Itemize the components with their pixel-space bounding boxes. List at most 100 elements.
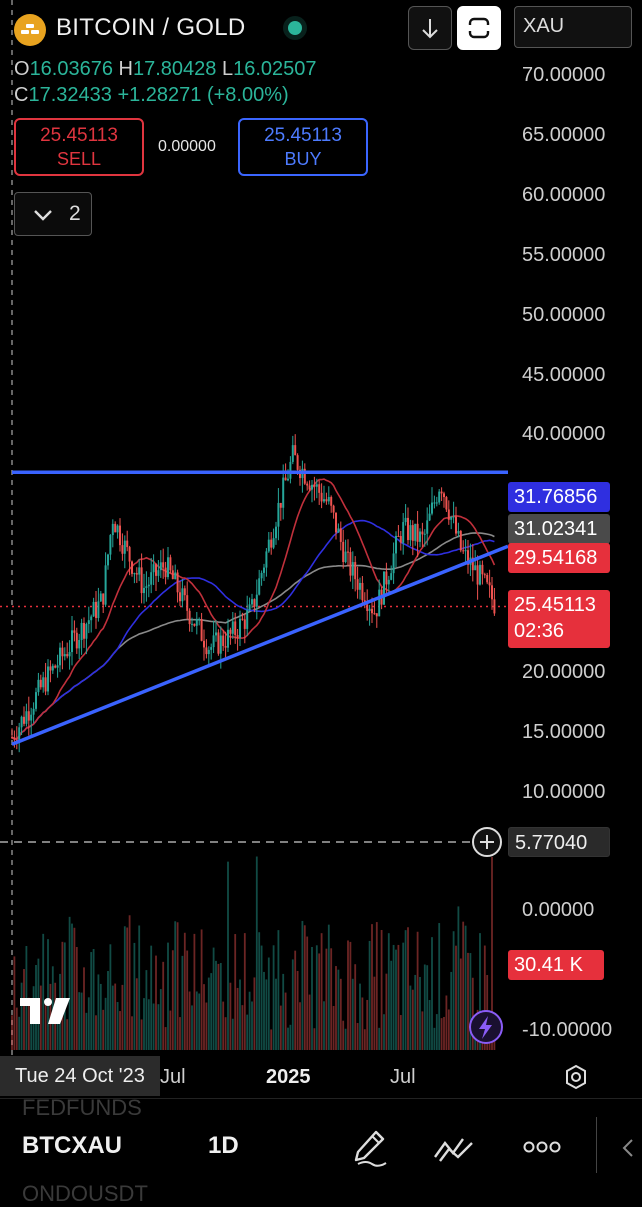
volume-bar — [78, 992, 81, 1050]
sell-button[interactable]: 25.45113 SELL — [14, 118, 144, 176]
volume-bar — [123, 926, 126, 1050]
candle-body — [443, 493, 445, 498]
tradingview-logo-icon[interactable] — [20, 996, 76, 1028]
candle-body — [49, 666, 52, 671]
candle-body — [445, 497, 448, 510]
fullscreen-button[interactable] — [457, 6, 501, 50]
candle-body — [279, 502, 282, 508]
candle-body — [37, 679, 40, 693]
chevron-down-icon — [34, 210, 52, 221]
timeframe-selector[interactable]: 1D — [208, 1132, 239, 1159]
indicators-chart-icon[interactable] — [432, 1133, 476, 1163]
candle-body — [126, 540, 129, 548]
candle-body — [476, 565, 479, 585]
candle-body — [207, 649, 210, 655]
candle-body — [167, 557, 169, 578]
candle-body — [375, 613, 378, 617]
volume-bar — [330, 948, 333, 1050]
volume-bar — [337, 969, 340, 1050]
volume-bar — [325, 948, 328, 1050]
volume-bar — [200, 929, 203, 1050]
candle-body — [234, 621, 237, 636]
volume-tick: -10.00000 — [522, 1019, 613, 1041]
volume-bar — [438, 923, 441, 1050]
candle-body — [183, 588, 186, 596]
candle-body — [416, 523, 419, 542]
candle-body — [383, 571, 385, 605]
candle-body — [373, 613, 376, 615]
candle-body — [339, 528, 342, 542]
volume-bar — [287, 1027, 289, 1050]
lightning-button[interactable] — [469, 1010, 503, 1044]
candle-body — [128, 547, 131, 562]
candle-body — [315, 484, 318, 487]
candle-body — [349, 552, 352, 576]
sell-label: SELL — [56, 149, 102, 169]
chevron-left-icon[interactable] — [618, 1137, 638, 1159]
indicators-toggle-button[interactable]: 2 — [14, 192, 92, 236]
candle-body — [399, 536, 402, 543]
candle-body — [258, 578, 261, 595]
candle-body — [464, 550, 467, 552]
volume-bar — [390, 960, 393, 1050]
volume-bar — [342, 1020, 345, 1050]
volume-bar — [109, 944, 112, 1050]
currency-select[interactable]: XAU — [514, 6, 632, 48]
price-tick: 55.00000 — [522, 244, 606, 266]
time-tick: 2025 — [266, 1066, 311, 1088]
drawing-pencil-icon[interactable] — [352, 1129, 388, 1167]
buy-price: 25.45113 — [264, 125, 342, 146]
candle-body — [291, 445, 294, 462]
volume-bar — [260, 945, 263, 1050]
price-tick: 70.00000 — [522, 64, 606, 86]
add-alert-button[interactable] — [472, 827, 502, 857]
candle-body — [306, 483, 309, 486]
candle-body — [102, 593, 105, 605]
volume-bar — [275, 978, 277, 1050]
candle-body — [121, 545, 124, 554]
candle-body — [481, 564, 484, 575]
volume-bar — [385, 973, 388, 1050]
time-tick: Jul — [390, 1066, 416, 1088]
chart-settings-gear-icon[interactable] — [562, 1063, 590, 1091]
volume-bar — [224, 1017, 227, 1050]
candle-body — [450, 517, 453, 520]
candle-body — [174, 572, 177, 580]
more-options-icon[interactable] — [522, 1137, 562, 1157]
change-value: +1.28271 (+8.00%) — [117, 84, 289, 106]
candle-body — [47, 666, 49, 692]
volume-tick: 0.00000 — [522, 899, 595, 921]
volume-bar — [128, 915, 131, 1050]
volume-bar — [366, 999, 369, 1050]
buy-button[interactable]: 25.45113 BUY — [238, 118, 368, 176]
volume-bar — [371, 924, 373, 1050]
candle-body — [378, 589, 381, 617]
volume-bar — [323, 1001, 325, 1050]
volume-bar — [167, 942, 169, 1050]
candle-body — [90, 616, 93, 621]
candle-body — [284, 477, 287, 481]
volume-bar — [263, 971, 265, 1050]
volume-bar — [296, 970, 299, 1050]
volume-bar — [169, 1010, 172, 1050]
symbol-title[interactable]: BITCOIN / GOLD — [56, 14, 246, 41]
candle-body — [63, 654, 66, 657]
volume-bar — [222, 1001, 225, 1050]
ohlc-row-1: O16.03676 H17.80428 L16.02507 — [14, 58, 317, 80]
candle-body — [179, 592, 181, 602]
candle-body — [181, 588, 184, 602]
volume-bar — [191, 1005, 193, 1050]
download-button[interactable] — [408, 6, 452, 50]
volume-bar — [90, 952, 93, 1050]
candle-body — [217, 632, 220, 654]
volume-bar — [157, 1004, 160, 1050]
volume-bar — [272, 945, 275, 1050]
volume-bar — [435, 1014, 438, 1050]
symbol-selector[interactable]: BTCXAU — [22, 1132, 122, 1159]
volume-bar — [359, 983, 361, 1050]
candle-body — [366, 604, 369, 611]
volume-bar — [176, 922, 179, 1050]
candle-body — [61, 647, 64, 657]
candle-body — [78, 640, 81, 649]
close-value: 17.32433 — [28, 84, 112, 106]
